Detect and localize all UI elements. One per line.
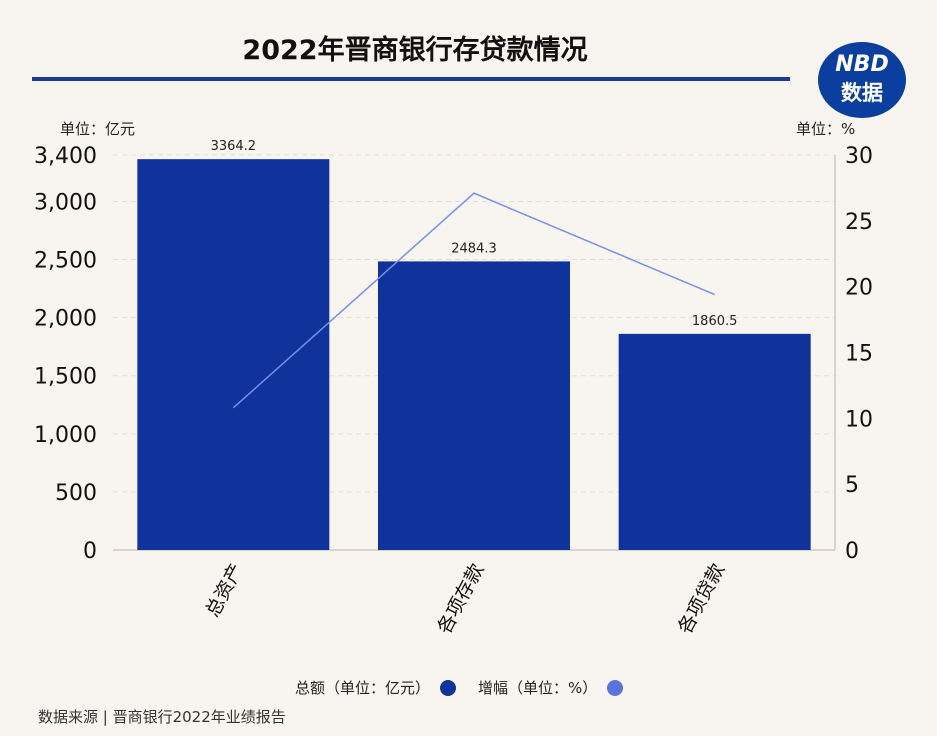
legend-label-total: 总额（单位：亿元）	[295, 679, 431, 697]
bar-data-label: 1860.5	[692, 314, 738, 329]
y-tick-label: 0	[83, 539, 97, 564]
data-labels: 3364.2 2484.3 1860.5	[211, 139, 738, 329]
x-tick-label: 各项贷款	[674, 560, 729, 637]
left-axis-unit: 单位：亿元	[60, 120, 136, 138]
nbd-logo: NBD 数据	[818, 42, 906, 118]
y2-tick-label: 5	[845, 473, 859, 498]
legend-label-growth: 增幅（单位：%）	[478, 679, 598, 697]
y-tick-label: 3,000	[34, 190, 97, 215]
y-tick-label: 500	[55, 481, 97, 506]
line-series	[232, 192, 715, 409]
x-tick-label: 各项存款	[433, 560, 488, 637]
bar	[618, 333, 811, 550]
chart-title: 2022年晋商银行存贷款情况	[242, 35, 588, 66]
growth-line	[232, 192, 715, 409]
y2-tick-label: 20	[845, 276, 873, 301]
y-tick-label: 2,000	[34, 307, 97, 332]
bar-data-label: 2484.3	[451, 241, 497, 256]
title-underline	[32, 77, 790, 81]
y-tick-label: 1,000	[34, 423, 97, 448]
y2-tick-label: 30	[845, 144, 873, 169]
legend-dot-growth	[607, 679, 624, 696]
y2-tick-label: 15	[845, 342, 873, 367]
y2-tick-label: 0	[845, 539, 859, 564]
legend-dot-total	[440, 679, 457, 696]
bar	[137, 159, 330, 550]
bar-data-label: 3364.2	[211, 139, 257, 154]
right-axis-unit: 单位：%	[796, 120, 856, 138]
y-tick-label: 1,500	[34, 365, 97, 390]
y-tick-label: 3,400	[34, 144, 97, 169]
y-tick-label: 2,500	[34, 249, 97, 274]
bar	[378, 261, 570, 550]
logo-text-top: NBD	[835, 52, 889, 77]
tick-labels: 0 500 1,000 1,500 2,000 2,500 3,000 3,400 0 5 10 15…	[34, 144, 873, 637]
y2-tick-label: 25	[845, 210, 873, 235]
bar-series	[137, 159, 811, 550]
y2-tick-label: 10	[845, 407, 873, 432]
logo-text-bottom: 数据	[841, 81, 883, 105]
legend: 总额（单位：亿元） 增幅（单位：%）	[295, 677, 645, 698]
data-source: 数据来源 | 晋商银行2022年业绩报告	[38, 708, 286, 726]
x-tick-label: 总资产	[202, 560, 248, 621]
